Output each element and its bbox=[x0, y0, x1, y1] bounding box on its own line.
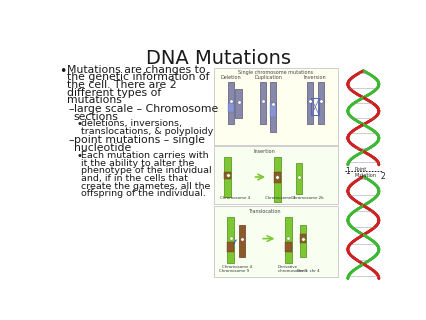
Text: the genetic information of: the genetic information of bbox=[66, 72, 209, 82]
Text: Chromosome 2b: Chromosome 2b bbox=[291, 196, 323, 200]
Text: chromosome 9: chromosome 9 bbox=[277, 269, 307, 274]
Bar bbox=[227, 217, 234, 263]
Bar bbox=[224, 157, 231, 197]
Text: •: • bbox=[76, 119, 82, 129]
Text: and, if in the cells that: and, if in the cells that bbox=[81, 174, 188, 183]
Text: Translocation: Translocation bbox=[248, 209, 280, 213]
Text: large scale – Chromosome: large scale – Chromosome bbox=[73, 104, 217, 114]
Text: Chromosome 4: Chromosome 4 bbox=[221, 265, 251, 269]
Bar bbox=[269, 82, 275, 132]
Bar bbox=[224, 172, 231, 179]
Text: –: – bbox=[69, 104, 74, 114]
Text: Each mutation carries with: Each mutation carries with bbox=[81, 151, 208, 160]
Bar bbox=[227, 82, 233, 124]
Bar bbox=[284, 217, 291, 263]
Text: phenotype of the individual: phenotype of the individual bbox=[81, 166, 211, 175]
Bar bbox=[317, 82, 323, 124]
Bar bbox=[273, 157, 280, 202]
Text: Duplication: Duplication bbox=[253, 75, 281, 80]
Text: Single chromosome mutations: Single chromosome mutations bbox=[238, 70, 313, 75]
Bar bbox=[306, 82, 312, 124]
Bar bbox=[213, 68, 337, 145]
Bar bbox=[273, 172, 280, 183]
Text: Inversion: Inversion bbox=[302, 75, 325, 80]
Text: DNA Mutations: DNA Mutations bbox=[146, 49, 290, 68]
Bar bbox=[311, 99, 319, 116]
Text: translocations, & polyploidy: translocations, & polyploidy bbox=[81, 127, 213, 136]
Text: sections: sections bbox=[73, 112, 118, 122]
Text: Derivative: Derivative bbox=[277, 265, 297, 269]
Text: Mutations are changes to: Mutations are changes to bbox=[66, 65, 205, 75]
Text: Deletion: Deletion bbox=[220, 75, 241, 80]
Text: offspring of the individual.: offspring of the individual. bbox=[81, 189, 206, 198]
Text: nucleotide: nucleotide bbox=[73, 143, 130, 153]
Text: different types of: different types of bbox=[66, 88, 161, 98]
Text: 2: 2 bbox=[380, 172, 384, 181]
Text: point mutations – single: point mutations – single bbox=[73, 135, 204, 145]
Text: Point
Mutation: Point Mutation bbox=[353, 167, 375, 179]
Bar bbox=[260, 82, 266, 124]
Text: create the gametes, all the: create the gametes, all the bbox=[81, 182, 210, 191]
Bar bbox=[227, 103, 233, 112]
Bar bbox=[235, 89, 241, 118]
Bar bbox=[299, 225, 305, 257]
Text: –: – bbox=[69, 135, 74, 145]
Bar bbox=[295, 163, 302, 194]
Text: •: • bbox=[60, 65, 67, 77]
Text: Chromosome 9: Chromosome 9 bbox=[219, 269, 249, 274]
Text: it the ability to alter the: it the ability to alter the bbox=[81, 158, 194, 167]
Text: the cell. There are 2: the cell. There are 2 bbox=[66, 80, 176, 90]
Text: Chromosome 4: Chromosome 4 bbox=[264, 196, 294, 200]
Bar bbox=[227, 242, 234, 252]
Bar bbox=[284, 242, 291, 252]
Text: Insertion: Insertion bbox=[253, 148, 274, 154]
Text: 1: 1 bbox=[344, 167, 349, 176]
Bar bbox=[238, 225, 244, 257]
Bar bbox=[269, 103, 275, 117]
Text: deletions, inversions,: deletions, inversions, bbox=[81, 119, 182, 128]
Text: Chromosome 4: Chromosome 4 bbox=[219, 196, 250, 200]
Bar bbox=[213, 146, 337, 204]
Text: Deriv. chr 4: Deriv. chr 4 bbox=[296, 269, 319, 274]
Bar bbox=[299, 234, 305, 243]
Bar bbox=[213, 206, 337, 277]
Text: •: • bbox=[76, 151, 82, 161]
Text: mutations: mutations bbox=[66, 95, 121, 105]
